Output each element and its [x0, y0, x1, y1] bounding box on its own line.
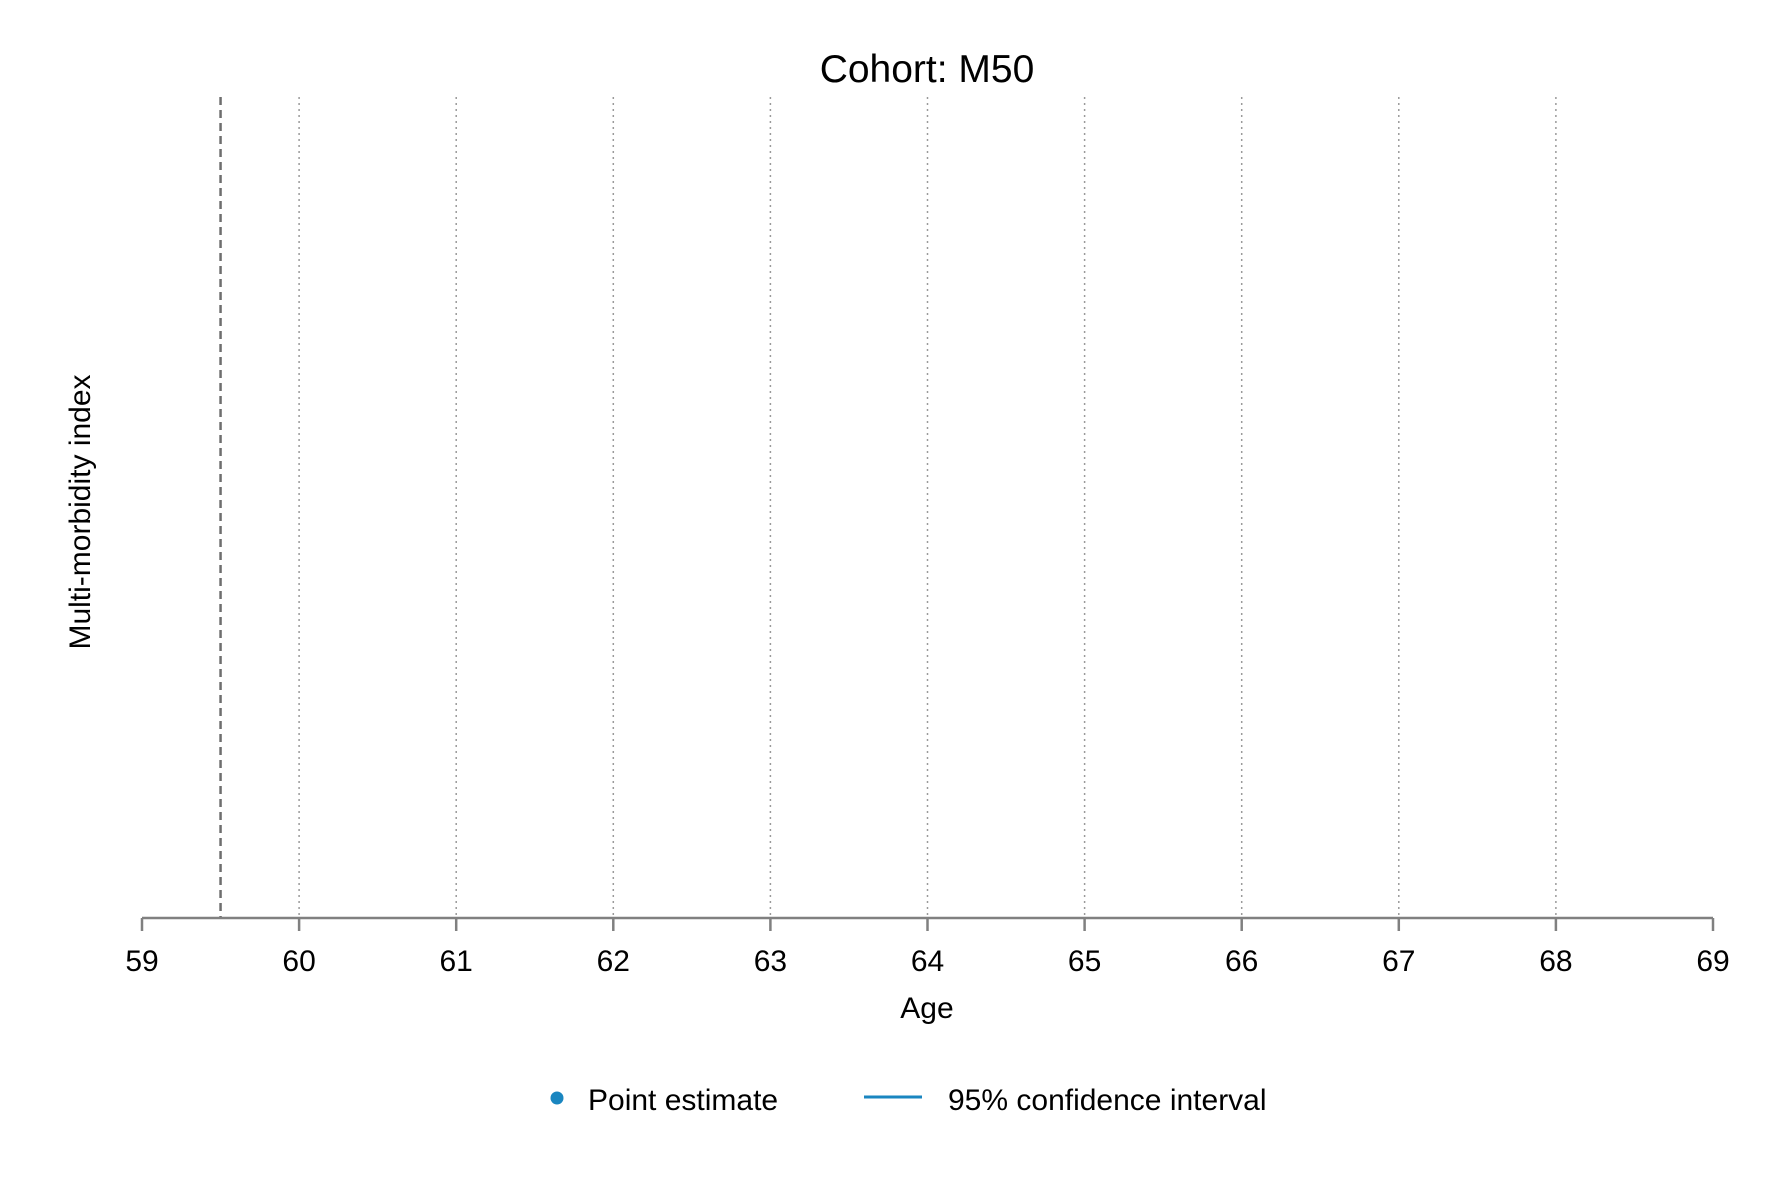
- x-axis-label: Age: [900, 992, 953, 1025]
- x-tick-label-62: 62: [597, 945, 630, 978]
- x-tick-label-60: 60: [282, 945, 315, 978]
- legend: Point estimate 95% confidence interval: [550, 1084, 1267, 1117]
- x-tick-label-59: 59: [125, 945, 158, 978]
- y-axis-label: Multi-morbidity index: [64, 374, 97, 649]
- x-tick-label-69: 69: [1696, 945, 1729, 978]
- grid: [298, 97, 1557, 918]
- x-tick-label-64: 64: [911, 945, 944, 978]
- x-ticks: 59 60 61 62 63 64 65 66 67 68 69: [125, 918, 1730, 978]
- x-tick-label-63: 63: [754, 945, 787, 978]
- legend-label-confidence-interval: 95% confidence interval: [948, 1084, 1267, 1117]
- chart-title: Cohort: M50: [820, 48, 1035, 91]
- x-tick-label-66: 66: [1225, 945, 1258, 978]
- x-tick-label-61: 61: [440, 945, 473, 978]
- legend-label-point-estimate: Point estimate: [588, 1084, 778, 1117]
- x-tick-label-67: 67: [1382, 945, 1415, 978]
- legend-point-marker: [550, 1091, 564, 1105]
- x-tick-label-68: 68: [1539, 945, 1572, 978]
- x-tick-label-65: 65: [1068, 945, 1101, 978]
